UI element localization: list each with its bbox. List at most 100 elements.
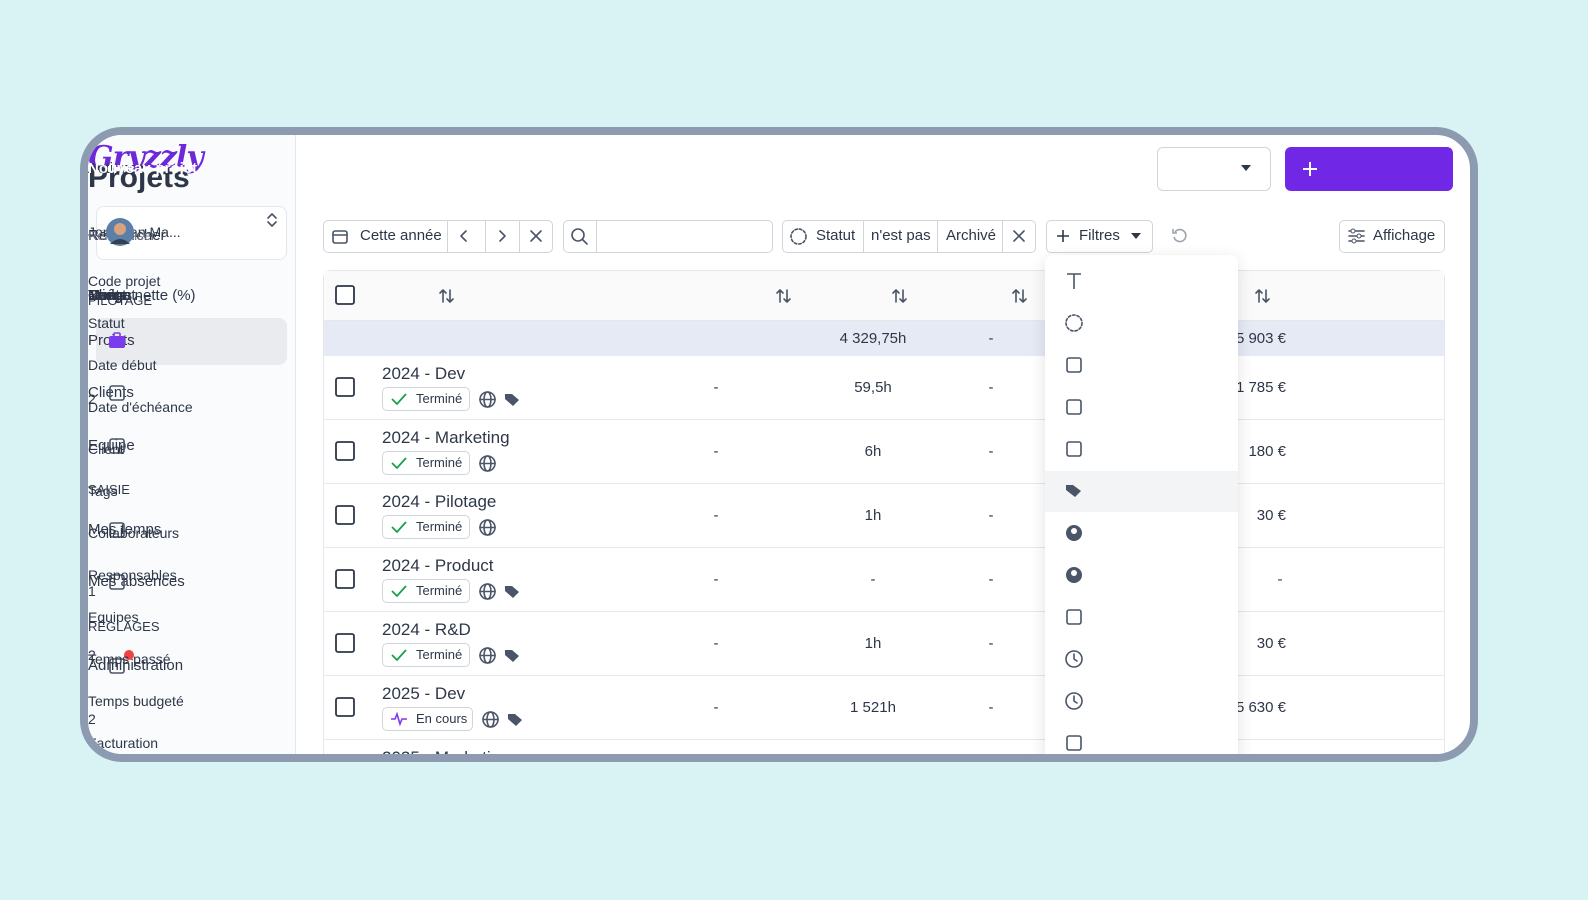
project-name: 2024 - Product <box>382 556 494 575</box>
status-icon <box>391 649 407 662</box>
table-row <box>324 548 1444 612</box>
globe-icon <box>479 583 496 600</box>
dropdown-icon <box>1066 525 1082 541</box>
dropdown-item: Equipes <box>88 609 139 625</box>
dropdown-icon <box>1066 357 1082 373</box>
period-label: Cette année <box>360 227 442 244</box>
dropdown-item: Responsables <box>88 567 177 583</box>
sort-icon <box>1012 289 1027 303</box>
plus <box>1303 162 1317 176</box>
display-label: Affichage <box>1373 227 1436 244</box>
nav-item: Mes absences <box>88 573 185 590</box>
dropdown-item: Temps budgeté <box>88 693 184 709</box>
status-badge <box>382 387 470 411</box>
nav-icon <box>109 574 125 590</box>
budget: - <box>988 635 994 652</box>
nav-item: Administration <box>88 657 184 674</box>
nav-active[interactable] <box>96 318 287 365</box>
client: - <box>713 571 719 588</box>
status-label: Terminé <box>416 519 463 534</box>
costs: 180 € <box>1248 443 1286 460</box>
sort-icon <box>439 289 454 303</box>
row-checkbox <box>335 569 355 589</box>
table-header <box>324 271 1444 321</box>
caret <box>1131 233 1141 239</box>
globe-icon <box>482 711 499 728</box>
nav-icon <box>109 385 125 401</box>
globe-icon <box>479 519 496 536</box>
table-row <box>324 356 1444 420</box>
total-costs: 25 903 € <box>1227 330 1286 347</box>
table-row <box>324 676 1444 740</box>
row-checkbox <box>335 761 355 762</box>
search[interactable] <box>563 220 773 253</box>
dropdown-item: Temps passé <box>88 651 171 667</box>
costs: 1 785 € <box>1235 379 1286 396</box>
dropdown-icon <box>1066 485 1081 497</box>
column-header: Temps <box>88 287 133 304</box>
dropdown-item: Date début <box>88 357 157 373</box>
row-checkbox <box>335 441 355 461</box>
time: 1h <box>864 635 882 652</box>
next <box>499 230 506 242</box>
client: - <box>713 379 719 396</box>
status-label: Terminé <box>416 647 463 662</box>
time: 59,5h <box>854 379 892 396</box>
project-name: 2025 - Dev <box>382 684 466 703</box>
status-filter[interactable] <box>782 220 1036 253</box>
table-row <box>324 612 1444 676</box>
time: - <box>870 571 876 588</box>
logo: Gryzzly <box>88 140 204 175</box>
status-label: Terminé <box>416 455 463 470</box>
budget: - <box>988 507 994 524</box>
budget: - <box>988 379 994 396</box>
status-label: En cours <box>416 711 468 726</box>
nav-item: Equipe <box>88 437 135 454</box>
table-row <box>324 484 1444 548</box>
column-header: Coûts <box>88 287 128 304</box>
status-label: Terminé <box>416 583 463 598</box>
section-title: RÉGLAGES <box>88 619 160 634</box>
status-label: Terminé <box>416 391 463 406</box>
row-checkbox <box>335 633 355 653</box>
divider <box>937 221 938 252</box>
costs: 45 630 € <box>1227 699 1286 716</box>
status-badge <box>382 707 473 731</box>
section-title: PILOTAGE <box>88 293 153 308</box>
table-row <box>324 420 1444 484</box>
tags-count: 2 <box>88 391 96 407</box>
budget: - <box>988 443 994 460</box>
row-checkbox <box>335 377 355 397</box>
clear <box>530 230 542 242</box>
globe-icon <box>479 391 496 408</box>
divider <box>519 221 520 252</box>
client: - <box>713 507 719 524</box>
tags-count: 1 <box>88 583 96 599</box>
dropdown-item: Tags <box>88 483 118 499</box>
tags-count: 2 <box>88 647 96 663</box>
caret <box>1241 165 1251 171</box>
dropdown-icon <box>1066 735 1082 751</box>
status-icon <box>391 457 407 470</box>
status-operator: n'est pas <box>871 227 931 244</box>
row-checkbox <box>335 505 355 525</box>
sort-icon <box>892 289 907 303</box>
actions-button[interactable] <box>1157 147 1271 191</box>
period-filter[interactable] <box>323 220 553 253</box>
column-header: Nom <box>88 287 120 304</box>
section-title: SAISIE <box>88 482 130 497</box>
project-name: 2024 - Pilotage <box>382 492 497 511</box>
client: - <box>713 699 719 716</box>
tags-icon <box>505 586 519 598</box>
nav-icon <box>109 438 125 454</box>
dropdown-icon <box>1066 399 1082 415</box>
budget: - <box>988 699 994 716</box>
project-name: 2025 - Marketing <box>382 748 510 762</box>
dropdown-icon <box>1065 650 1083 668</box>
divider <box>596 221 597 252</box>
nav-icon <box>109 658 125 674</box>
tags-count: 2 <box>88 711 96 727</box>
clear <box>1013 230 1025 242</box>
